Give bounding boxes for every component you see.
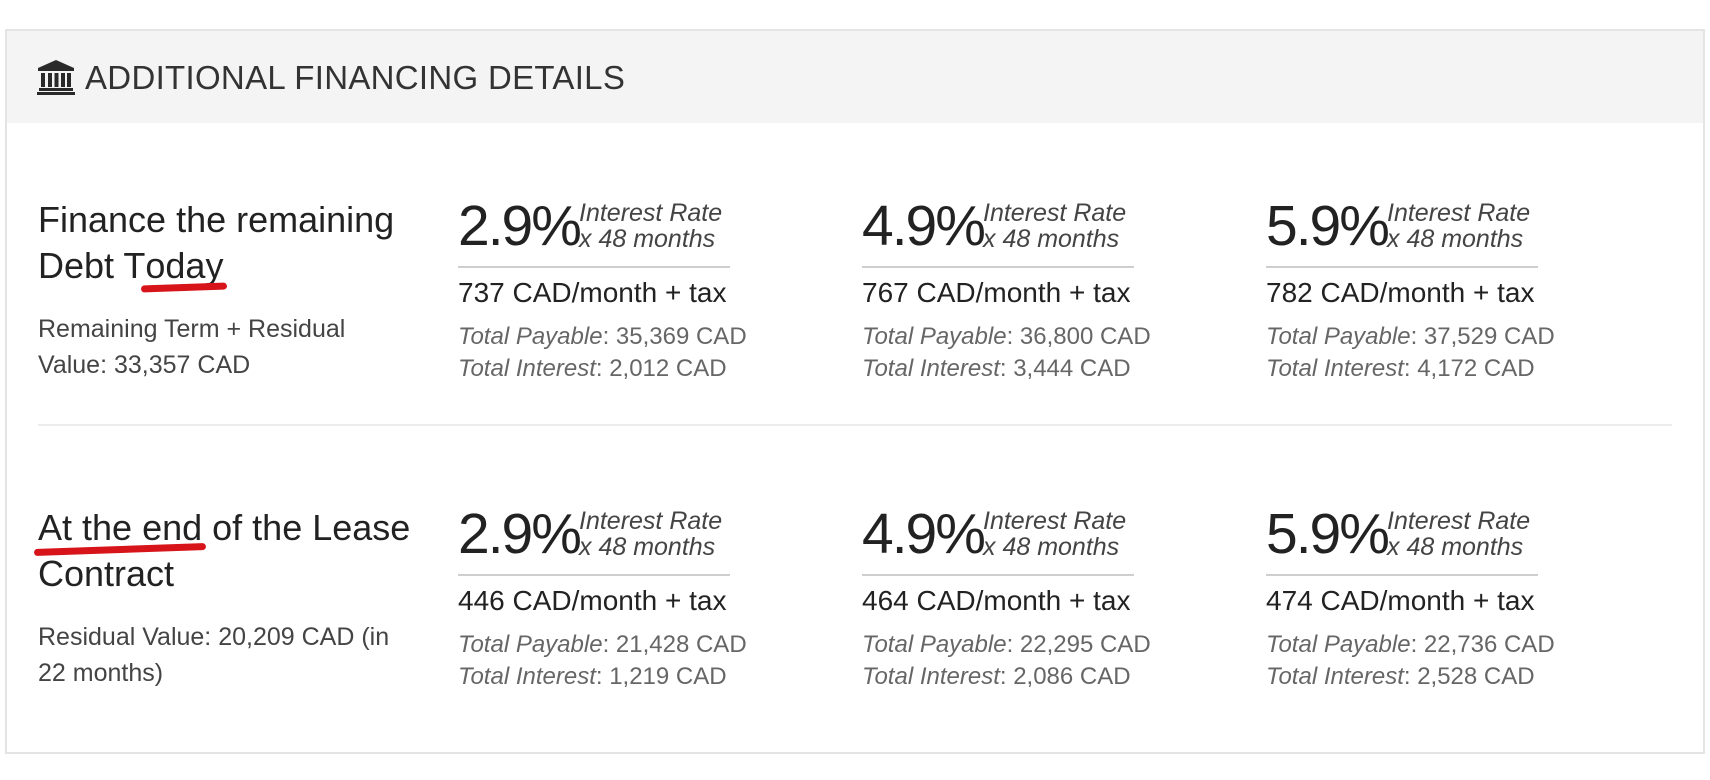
monthly-payment: 782 CAD/month + tax: [1266, 277, 1535, 308]
total-interest-label: Total Interest: [1266, 663, 1404, 690]
total-payable-value: : 36,800 CAD: [1006, 323, 1151, 350]
row-subtitle: Residual Value: 20,209 CAD (in 22 months…: [38, 623, 390, 687]
option-divider: [458, 574, 730, 576]
total-payable-value: : 37,529 CAD: [1410, 323, 1555, 350]
row-title-highlight: At the end: [38, 505, 202, 551]
totals: Total Payable: 22,736 CAD Total Interest…: [1266, 629, 1555, 693]
row-subtitle: Remaining Term + Residual Value: 33,357 …: [38, 315, 346, 379]
panel-title: ADDITIONAL FINANCING DETAILS: [85, 59, 626, 96]
option-divider: [862, 266, 1134, 268]
totals: Total Payable: 36,800 CAD Total Interest…: [862, 321, 1151, 385]
total-payable-label: Total Payable: [862, 631, 1007, 658]
total-interest: Total Interest: 2,086 CAD: [862, 661, 1151, 693]
rate-label-text: Interest Rate: [579, 199, 723, 227]
total-payable: Total Payable: 35,369 CAD: [458, 321, 747, 353]
total-payable: Total Payable: 22,295 CAD: [862, 629, 1151, 661]
rate-label: Interest Rate x 48 months: [579, 200, 722, 252]
total-interest-label: Total Interest: [862, 663, 1000, 690]
row-title-highlight: oday: [145, 243, 223, 289]
row-divider: [38, 424, 1672, 426]
rate-label-text: Interest Rate: [1387, 507, 1531, 535]
monthly-payment: 474 CAD/month + tax: [1266, 585, 1535, 616]
total-payable-label: Total Payable: [458, 323, 603, 350]
totals: Total Payable: 37,529 CAD Total Interest…: [1266, 321, 1555, 385]
rate-value: 4.9%: [862, 194, 986, 258]
row-title: Finance the remaining Debt Today: [38, 197, 428, 289]
rate-value: 5.9%: [1266, 194, 1390, 258]
rate-label: Interest Rate x 48 months: [1387, 200, 1530, 252]
rate-value: 5.9%: [1266, 502, 1390, 566]
rate-label-text: Interest Rate: [983, 507, 1127, 535]
total-payable-label: Total Payable: [1266, 323, 1411, 350]
total-payable: Total Payable: 22,736 CAD: [1266, 629, 1555, 661]
row-title: At the end of the Lease Contract: [38, 505, 428, 597]
financing-row-lease-end: At the end of the Lease Contract Residua…: [7, 479, 1703, 739]
total-payable-value: : 22,736 CAD: [1410, 631, 1555, 658]
rate-term: x 48 months: [1387, 533, 1524, 561]
rate-term: x 48 months: [579, 533, 716, 561]
rate-term: x 48 months: [983, 225, 1120, 253]
financing-row-today: Finance the remaining Debt Today Remaini…: [7, 171, 1703, 431]
rate-value: 4.9%: [862, 502, 986, 566]
option-divider: [458, 266, 730, 268]
rate-value: 2.9%: [458, 502, 582, 566]
monthly-payment: 464 CAD/month + tax: [862, 585, 1131, 616]
rate-label: Interest Rate x 48 months: [983, 508, 1126, 560]
rate-term: x 48 months: [983, 533, 1120, 561]
total-payable-label: Total Payable: [1266, 631, 1411, 658]
rate-label-text: Interest Rate: [1387, 199, 1531, 227]
option-divider: [862, 574, 1134, 576]
rate-label: Interest Rate x 48 months: [983, 200, 1126, 252]
total-interest-label: Total Interest: [1266, 355, 1404, 382]
total-payable: Total Payable: 21,428 CAD: [458, 629, 747, 661]
total-interest-value: : 3,444 CAD: [999, 355, 1131, 382]
total-payable-label: Total Payable: [862, 323, 1007, 350]
total-interest-value: : 2,086 CAD: [999, 663, 1131, 690]
rate-label-text: Interest Rate: [579, 507, 723, 535]
monthly-payment: 767 CAD/month + tax: [862, 277, 1131, 308]
totals: Total Payable: 21,428 CAD Total Interest…: [458, 629, 747, 693]
total-payable: Total Payable: 37,529 CAD: [1266, 321, 1555, 353]
total-payable-value: : 35,369 CAD: [602, 323, 747, 350]
monthly-payment: 446 CAD/month + tax: [458, 585, 727, 616]
total-interest-value: : 2,528 CAD: [1403, 663, 1535, 690]
total-interest-label: Total Interest: [862, 355, 1000, 382]
total-interest-value: : 1,219 CAD: [595, 663, 727, 690]
total-interest: Total Interest: 1,219 CAD: [458, 661, 747, 693]
rate-term: x 48 months: [579, 225, 716, 253]
rate-label: Interest Rate x 48 months: [579, 508, 722, 560]
totals: Total Payable: 35,369 CAD Total Interest…: [458, 321, 747, 385]
total-interest: Total Interest: 2,528 CAD: [1266, 661, 1555, 693]
row-title-pre: Finance the remaining Debt T: [38, 199, 395, 286]
panel-header: ADDITIONAL FINANCING DETAILS: [7, 31, 1703, 123]
bank-icon: [37, 60, 75, 95]
total-payable-label: Total Payable: [458, 631, 603, 658]
totals: Total Payable: 22,295 CAD Total Interest…: [862, 629, 1151, 693]
total-interest-value: : 4,172 CAD: [1403, 355, 1535, 382]
total-payable-value: : 21,428 CAD: [602, 631, 747, 658]
row-title-post: of the Lease Contract: [38, 507, 411, 594]
rate-term: x 48 months: [1387, 225, 1524, 253]
total-interest-label: Total Interest: [458, 355, 596, 382]
total-interest: Total Interest: 2,012 CAD: [458, 353, 747, 385]
monthly-payment: 737 CAD/month + tax: [458, 277, 727, 308]
total-interest: Total Interest: 3,444 CAD: [862, 353, 1151, 385]
rate-label-text: Interest Rate: [983, 199, 1127, 227]
total-interest: Total Interest: 4,172 CAD: [1266, 353, 1555, 385]
rate-label: Interest Rate x 48 months: [1387, 508, 1530, 560]
total-interest-value: : 2,012 CAD: [595, 355, 727, 382]
option-divider: [1266, 574, 1538, 576]
financing-panel: ADDITIONAL FINANCING DETAILS Finance the…: [5, 29, 1705, 754]
option-divider: [1266, 266, 1538, 268]
rate-value: 2.9%: [458, 194, 582, 258]
total-payable: Total Payable: 36,800 CAD: [862, 321, 1151, 353]
total-payable-value: : 22,295 CAD: [1006, 631, 1151, 658]
total-interest-label: Total Interest: [458, 663, 596, 690]
